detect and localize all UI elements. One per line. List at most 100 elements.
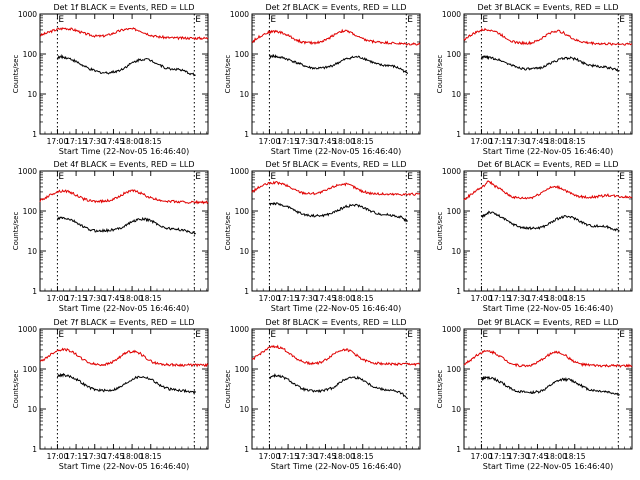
x-axis-label: Start Time (22-Nov-05 16:46:40) <box>59 304 189 313</box>
y-tick-label: 1000 <box>18 325 37 334</box>
detector-panel: Det 4f BLACK = Events, RED = LLD 1 10 100 10… <box>12 160 209 313</box>
panel-title: Det 6f BLACK = Events, RED = LLD <box>477 160 618 169</box>
detector-panel: Det 2f BLACK = Events, RED = LLD 1 10 100 10… <box>224 3 421 156</box>
x-tick-label: 17:45 <box>315 452 337 461</box>
y-tick-label: 1 <box>244 287 249 296</box>
y-axis-label: Counts/sec <box>12 370 20 409</box>
x-axis-label: Start Time (22-Nov-05 16:46:40) <box>271 304 401 313</box>
events-series-line <box>56 372 197 395</box>
detector-panel: Det 1f BLACK = Events, RED = LLD 1 10 100 10… <box>12 3 209 156</box>
x-tick-label: 17:00 <box>259 294 281 303</box>
x-tick-label: 17:15 <box>277 452 299 461</box>
plot-frame <box>251 170 421 292</box>
event-marker-label: E <box>482 330 488 340</box>
x-axis-label: Start Time (22-Nov-05 16:46:40) <box>271 147 401 156</box>
x-axis-label: Start Time (22-Nov-05 16:46:40) <box>483 462 613 471</box>
x-tick-label: 18:00 <box>121 137 143 146</box>
x-tick-label: 18:15 <box>140 452 162 461</box>
events-series-line <box>480 55 620 73</box>
x-axis-label: Start Time (22-Nov-05 16:46:40) <box>59 462 189 471</box>
lld-series-line <box>251 344 421 367</box>
x-tick-label: 17:30 <box>508 294 530 303</box>
y-tick-label: 10 <box>27 247 37 256</box>
x-tick-label: 17:30 <box>84 452 106 461</box>
x-tick-label: 17:15 <box>489 294 511 303</box>
y-tick-label: 100 <box>23 50 38 59</box>
x-tick-label: 17:00 <box>471 294 493 303</box>
lld-series-line <box>251 180 421 197</box>
x-tick-label: 17:00 <box>471 452 493 461</box>
x-tick-label: 18:00 <box>333 452 355 461</box>
detector-panel: Det 9f BLACK = Events, RED = LLD 1 10 100 10… <box>436 318 633 471</box>
y-tick-label: 1 <box>32 130 37 139</box>
y-axis-label: Counts/sec <box>12 212 20 251</box>
x-tick-label: 17:30 <box>84 294 106 303</box>
y-tick-label: 100 <box>447 207 462 216</box>
detector-panel: Det 3f BLACK = Events, RED = LLD 1 10 100 10… <box>436 3 633 156</box>
x-tick-label: 17:00 <box>259 137 281 146</box>
x-axis-label: Start Time (22-Nov-05 16:46:40) <box>483 147 613 156</box>
y-tick-label: 1000 <box>230 10 249 19</box>
plot-frame <box>251 13 421 135</box>
y-tick-label: 1 <box>32 287 37 296</box>
event-marker-label: E <box>482 172 488 182</box>
detector-panel: Det 5f BLACK = Events, RED = LLD 1 10 100 10… <box>224 160 421 313</box>
event-marker-label: E <box>619 15 625 25</box>
events-series-line <box>481 375 620 396</box>
y-tick-label: 10 <box>27 405 37 414</box>
y-tick-label: 1000 <box>442 167 461 176</box>
y-tick-label: 1 <box>244 445 249 454</box>
y-tick-label: 100 <box>235 365 250 374</box>
y-tick-label: 10 <box>451 90 461 99</box>
y-tick-label: 1000 <box>442 325 461 334</box>
x-tick-label: 18:15 <box>564 294 586 303</box>
y-axis-label: Counts/sec <box>12 55 20 94</box>
x-tick-label: 18:15 <box>564 137 586 146</box>
x-tick-label: 18:15 <box>352 452 374 461</box>
event-marker-label: E <box>195 172 201 182</box>
panel-title: Det 4f BLACK = Events, RED = LLD <box>53 160 194 169</box>
x-tick-label: 17:30 <box>508 452 530 461</box>
y-tick-label: 1000 <box>230 325 249 334</box>
events-series-line <box>268 373 408 400</box>
x-axis-label: Start Time (22-Nov-05 16:46:40) <box>59 147 189 156</box>
y-axis-label: Counts/sec <box>224 212 232 251</box>
x-tick-label: 17:45 <box>315 137 337 146</box>
panel-title: Det 1f BLACK = Events, RED = LLD <box>53 3 194 12</box>
panel-title: Det 7f BLACK = Events, RED = LLD <box>53 318 194 327</box>
event-marker-label: E <box>195 330 201 340</box>
x-axis-label: Start Time (22-Nov-05 16:46:40) <box>483 304 613 313</box>
lld-series-line <box>463 27 632 46</box>
lld-series-line <box>40 27 209 41</box>
y-axis-label: Counts/sec <box>436 370 444 409</box>
lld-series-line <box>463 349 633 368</box>
y-tick-label: 100 <box>447 50 462 59</box>
lld-series-line <box>39 347 209 368</box>
plot-frame <box>39 170 209 292</box>
x-tick-label: 17:15 <box>65 294 87 303</box>
plot-frame <box>463 170 633 292</box>
y-tick-label: 1 <box>456 130 461 139</box>
x-tick-label: 17:30 <box>84 137 106 146</box>
detector-panel: Det 8f BLACK = Events, RED = LLD 1 10 100 10… <box>224 318 421 471</box>
y-tick-label: 100 <box>23 365 38 374</box>
x-tick-label: 18:15 <box>352 137 374 146</box>
x-axis-label: Start Time (22-Nov-05 16:46:40) <box>271 462 401 471</box>
y-tick-label: 100 <box>23 207 38 216</box>
events-series-line <box>481 210 620 232</box>
y-tick-label: 10 <box>239 90 249 99</box>
y-tick-label: 1 <box>456 445 461 454</box>
event-marker-label: E <box>195 15 201 25</box>
event-marker-label: E <box>270 172 276 182</box>
y-tick-label: 1000 <box>230 167 249 176</box>
detector-panel: Det 6f BLACK = Events, RED = LLD 1 10 100 10… <box>436 160 633 313</box>
event-marker-label: E <box>482 15 488 25</box>
x-tick-label: 17:30 <box>296 452 318 461</box>
y-tick-label: 100 <box>447 365 462 374</box>
plot-frame <box>251 328 421 450</box>
event-marker-label: E <box>407 330 413 340</box>
x-tick-label: 17:15 <box>277 294 299 303</box>
x-tick-label: 17:30 <box>508 137 530 146</box>
y-axis-label: Counts/sec <box>224 55 232 94</box>
events-series-line <box>269 54 409 75</box>
